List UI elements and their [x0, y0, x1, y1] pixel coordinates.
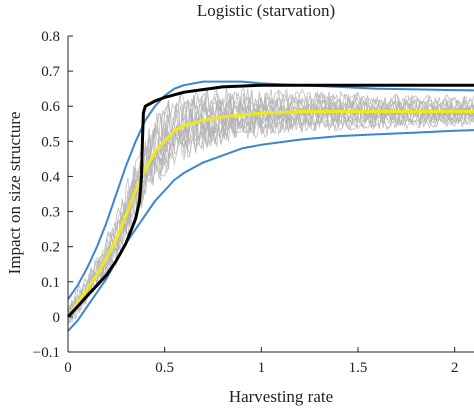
y-tick-label: 0.4 — [41, 169, 60, 185]
trace-line — [67, 105, 474, 319]
y-tick-label: 0.1 — [41, 275, 60, 291]
series-lines — [66, 80, 474, 332]
y-tick-label: −0.1 — [33, 345, 60, 361]
y-tick-label: 0 — [53, 310, 61, 326]
y-tick-label: 0.8 — [41, 29, 60, 45]
axes: 0 0.5 1 1.5 2−0.100.10.20.30.40.50.60.70.8 — [33, 29, 474, 376]
y-axis-title: Impact on size structure — [5, 112, 24, 275]
trace-line — [67, 88, 474, 316]
y-tick-label: 0.2 — [41, 240, 60, 256]
series-mean — [66, 110, 474, 318]
series-upper-band — [67, 80, 474, 300]
trace-line — [67, 105, 474, 318]
series-deterministic — [66, 83, 474, 318]
x-tick-label: 1 — [258, 360, 266, 376]
y-tick-label: 0.5 — [41, 134, 60, 150]
x-axis-title: Harvesting rate — [229, 387, 333, 406]
y-tick-label: 0.3 — [41, 205, 60, 221]
x-tick-label: 0.5 — [155, 360, 174, 376]
series-lower-band — [67, 129, 474, 332]
x-tick-label: 0 — [64, 360, 72, 376]
x-tick-label: 2 — [451, 360, 459, 376]
y-tick-label: 0.6 — [41, 99, 60, 115]
x-tick-label: 1.5 — [349, 360, 368, 376]
y-tick-label: 0.7 — [41, 64, 60, 80]
chart-title: Logistic (starvation) — [197, 1, 335, 20]
